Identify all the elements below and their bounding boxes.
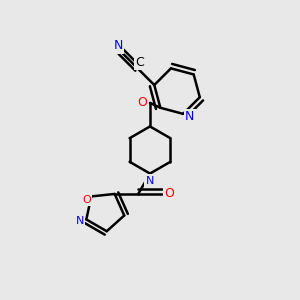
Text: N: N <box>146 176 154 186</box>
Text: N: N <box>185 110 194 123</box>
Text: O: O <box>82 195 91 205</box>
Text: O: O <box>164 188 174 200</box>
Text: O: O <box>137 96 147 110</box>
Text: N: N <box>76 216 84 226</box>
Text: N: N <box>114 39 123 52</box>
Text: C: C <box>135 56 144 69</box>
